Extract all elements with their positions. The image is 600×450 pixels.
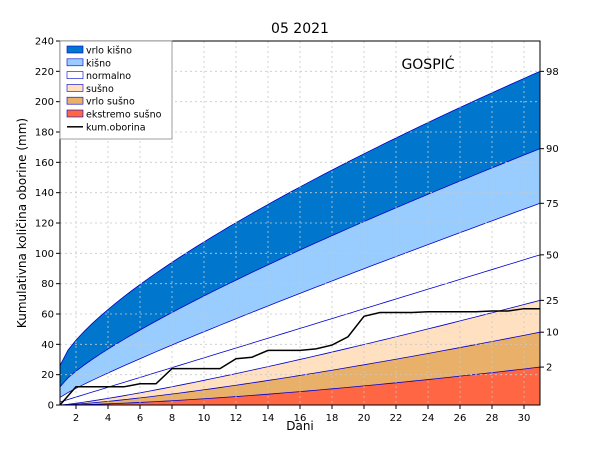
x-tick-label: 16 bbox=[294, 413, 307, 424]
x-tick-label: 22 bbox=[390, 413, 403, 424]
y-tick-label: 140 bbox=[35, 188, 54, 199]
y-tick-label: 160 bbox=[35, 158, 54, 169]
legend-swatch bbox=[66, 84, 84, 92]
y-tick-label: 120 bbox=[35, 219, 54, 230]
y-tick-label: 220 bbox=[35, 67, 54, 78]
x-tick-label: 30 bbox=[518, 413, 531, 424]
x-tick-label: 8 bbox=[169, 413, 175, 424]
x-tick-label: 28 bbox=[486, 413, 499, 424]
percentile-label: 98 bbox=[546, 67, 559, 78]
percentile-label: 50 bbox=[546, 250, 559, 261]
y-tick-label: 40 bbox=[41, 340, 54, 351]
band-vrlo-sušno bbox=[60, 332, 540, 405]
y-tick-label: 100 bbox=[35, 249, 54, 260]
legend-swatch bbox=[66, 96, 84, 105]
percentile-label: 90 bbox=[546, 144, 559, 155]
legend-box bbox=[59, 40, 173, 140]
x-axis-label: Dani bbox=[286, 419, 314, 433]
y-tick-label: 20 bbox=[41, 370, 54, 381]
x-tick-label: 14 bbox=[262, 413, 275, 424]
x-tick-label: 20 bbox=[358, 413, 371, 424]
legend-swatch bbox=[66, 58, 84, 67]
x-tick-label: 12 bbox=[230, 413, 243, 424]
legend-label: normalno bbox=[86, 71, 131, 82]
x-tick-label: 24 bbox=[422, 413, 435, 424]
station-label: GOSPIĆ bbox=[401, 55, 454, 73]
legend-swatch bbox=[66, 109, 84, 118]
legend-label: vrlo sušno bbox=[86, 97, 135, 108]
y-tick-label: 240 bbox=[35, 37, 54, 48]
legend-label: ekstremo sušno bbox=[86, 110, 162, 121]
legend-swatch bbox=[66, 71, 84, 79]
y-tick-label: 80 bbox=[41, 279, 54, 290]
x-tick-label: 26 bbox=[454, 413, 467, 424]
y-tick-label: 60 bbox=[41, 310, 54, 321]
y-tick-label: 0 bbox=[48, 401, 54, 412]
legend-label: kum.oborina bbox=[86, 122, 146, 133]
y-tick-label: 200 bbox=[35, 97, 54, 108]
y-axis-label: Kumulativna količina oborine (mm) bbox=[15, 118, 29, 328]
band-kišno bbox=[60, 148, 540, 398]
legend-label: kišno bbox=[86, 58, 111, 69]
legend-label: sušno bbox=[86, 84, 114, 95]
band-ekstremo-sušno bbox=[60, 367, 540, 405]
chart-title: 05 2021 bbox=[271, 21, 329, 37]
percentile-label: 75 bbox=[546, 199, 559, 210]
percentile-label: 10 bbox=[546, 328, 559, 339]
x-tick-label: 6 bbox=[137, 413, 143, 424]
x-tick-label: 4 bbox=[105, 413, 111, 424]
x-tick-label: 10 bbox=[198, 413, 211, 424]
percentile-label: 25 bbox=[546, 296, 559, 307]
x-tick-label: 2 bbox=[73, 413, 79, 424]
legend-label: vrlo kišno bbox=[86, 46, 132, 57]
percentile-label: 2 bbox=[546, 363, 552, 374]
legend-swatch bbox=[66, 45, 84, 54]
y-tick-label: 180 bbox=[35, 128, 54, 139]
x-tick-label: 18 bbox=[326, 413, 339, 424]
